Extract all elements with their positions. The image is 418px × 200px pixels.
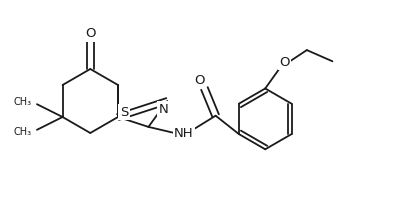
Text: N: N bbox=[158, 103, 168, 116]
Text: CH₃: CH₃ bbox=[14, 97, 32, 107]
Text: O: O bbox=[279, 56, 290, 69]
Text: NH: NH bbox=[174, 127, 194, 140]
Text: O: O bbox=[194, 74, 205, 87]
Text: CH₃: CH₃ bbox=[14, 127, 32, 137]
Text: O: O bbox=[85, 27, 96, 40]
Text: S: S bbox=[120, 106, 128, 118]
